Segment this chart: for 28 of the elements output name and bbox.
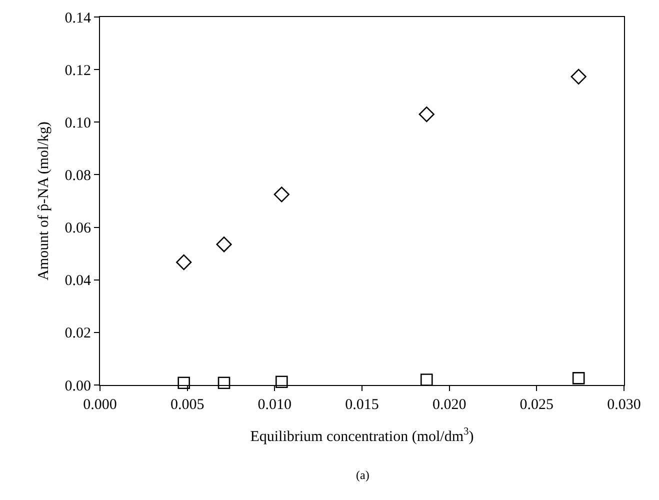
point (176, 254, 192, 270)
point (570, 68, 586, 84)
point (218, 376, 230, 390)
x-axis-title: Equilibrium concentration (mol/dm$^{3}$) (250, 426, 474, 445)
point (572, 372, 585, 384)
y-tick-label: 0.00 (64, 378, 91, 394)
y-tick-label: 0.02 (64, 326, 91, 342)
y-tick-label: 0.08 (64, 168, 91, 184)
x-tick-label: 0.015 (345, 397, 379, 413)
y-tick-label: 0.10 (64, 115, 91, 132)
x-tick-label: 0.000 (83, 397, 117, 413)
point (274, 186, 290, 202)
point (420, 374, 433, 386)
x-tick-label: 0.010 (258, 397, 292, 413)
x-tick-label: 0.030 (607, 397, 641, 413)
point (216, 236, 232, 252)
point (178, 376, 190, 390)
y-tick-label: 0.06 (64, 220, 92, 237)
x-tick-label: 0.025 (520, 397, 554, 413)
point (418, 106, 434, 122)
x-tick-label: 0.020 (432, 397, 466, 413)
point (276, 376, 288, 388)
y-tick-label: 0.04 (64, 273, 92, 290)
y-axis-title: Amount of p̂-NA (mol/kg) (36, 122, 52, 280)
x-tick-label: 0.005 (170, 397, 204, 413)
y-tick-label: 0.14 (64, 10, 92, 26)
text: (a) (356, 468, 370, 482)
y-tick-label: 0.12 (64, 62, 91, 79)
